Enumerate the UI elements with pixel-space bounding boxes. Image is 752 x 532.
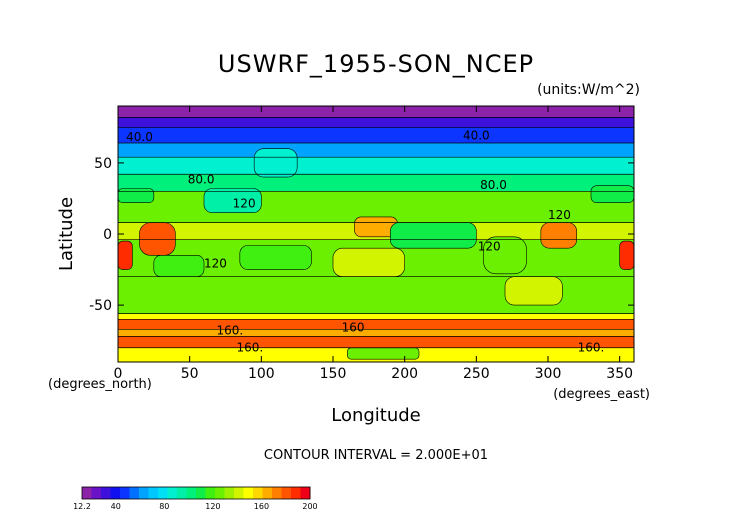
patch-1 (117, 240, 133, 270)
x-tick-label: 100 (248, 366, 275, 382)
lat-band-12 (118, 329, 634, 337)
colorbar-bin (158, 487, 168, 499)
colorbar-bin (262, 487, 273, 499)
patch-0 (139, 222, 176, 256)
y-tick-label: 0 (103, 227, 112, 243)
colorbar-bin (253, 487, 263, 499)
colorbar-bin (82, 487, 92, 499)
patch-7 (153, 255, 205, 277)
y-tick-label: -50 (89, 298, 112, 314)
colorbar-bin (291, 487, 301, 499)
colorbar-bin (110, 487, 121, 499)
colorbar-bin (148, 487, 159, 499)
lat-band-1 (118, 117, 634, 128)
patch-15 (347, 347, 420, 360)
x-axis-label: Longitude (331, 405, 421, 426)
patch-13 (504, 276, 563, 306)
colorbar-labels: 12.2 40 80 120 160 200 (73, 502, 318, 511)
x-unit-label: (degrees_east) (553, 387, 650, 402)
y-axis-label: Latitude (56, 197, 77, 271)
x-tick-label: 150 (320, 366, 347, 382)
colorbar-bin (281, 487, 292, 499)
colorbar-bin (186, 487, 197, 499)
contour-label: 80.0 (480, 178, 507, 192)
colorbar-tick-label: 200 (302, 502, 317, 511)
colorbar-bin (167, 487, 178, 499)
lat-band-3 (118, 142, 634, 158)
colorbar-bin (215, 487, 225, 499)
colorbar-bin (300, 487, 311, 499)
contour-label: 120 (478, 239, 501, 253)
patch-5 (483, 236, 527, 275)
colorbar (81, 486, 311, 500)
contour-label: 160. (216, 323, 243, 337)
lat-band-13 (118, 336, 634, 348)
colorbar-bin (243, 487, 254, 499)
chart-title: USWRF_1955-SON_NCEP (218, 50, 534, 78)
colorbar-bin (196, 487, 206, 499)
colorbar-min-label: 12.2 (73, 502, 91, 511)
plot-area (117, 106, 635, 362)
y-unit-label: (degrees_north) (48, 377, 152, 392)
lat-band-0 (118, 106, 634, 118)
patch-11 (590, 185, 635, 204)
colorbar-tick-label: 80 (159, 502, 169, 511)
colorbar-bin (101, 487, 111, 499)
y-tick-label: 50 (94, 156, 112, 172)
colorbar-bin (205, 487, 216, 499)
contour-labels: 40.0 40.0 80.0 80.0 120 120 120 120 160. 160 160. 1… (126, 128, 604, 354)
patch-6 (390, 222, 477, 249)
patch-4 (540, 222, 577, 249)
x-tick-label: 300 (535, 366, 562, 382)
lat-band-11 (118, 319, 634, 330)
lat-band-4 (118, 157, 634, 175)
x-tick-label: 0 (114, 366, 123, 382)
colorbar-bin (272, 487, 282, 499)
colorbar-bin (177, 487, 187, 499)
patch-10 (253, 148, 298, 178)
contour-label: 160 (342, 320, 365, 334)
contour-label: 160. (578, 340, 605, 354)
y-axis-ticks: -50 0 50 (89, 156, 634, 314)
x-axis-ticks: 0 50 100 150 200 250 300 350 (114, 106, 633, 382)
x-tick-label: 250 (463, 366, 490, 382)
x-tick-label: 50 (181, 366, 199, 382)
contour-label: 160. (237, 340, 264, 354)
x-tick-label: 200 (391, 366, 418, 382)
colorbar-frame (81, 486, 311, 500)
patch-2 (619, 240, 635, 270)
x-tick-label: 350 (606, 366, 633, 382)
colorbar-tick-label: 160 (254, 502, 269, 511)
lat-band-10 (118, 313, 634, 320)
contour-label: 120 (204, 256, 227, 270)
colorbar-tick-label: 40 (111, 502, 121, 511)
colorbar-bin (139, 487, 149, 499)
contour-label: 120 (233, 197, 256, 211)
colorbar-bin (120, 487, 130, 499)
patch-12 (117, 188, 155, 204)
contour-label: 120 (548, 208, 571, 222)
contour-label: 80.0 (188, 173, 215, 187)
contour-interval-text: CONTOUR INTERVAL = 2.000E+01 (264, 448, 488, 463)
colorbar-bin (91, 487, 102, 499)
contour-label: 40.0 (126, 130, 153, 144)
lat-band-2 (118, 127, 634, 143)
patch-9 (203, 188, 262, 213)
colorbar-bin (129, 487, 140, 499)
units-label: (units:W/m^2) (537, 82, 640, 98)
colorbar-tick-label: 120 (205, 502, 220, 511)
contour-label: 40.0 (463, 128, 490, 142)
lat-band-5 (118, 174, 634, 192)
colorbar-bin (224, 487, 235, 499)
colorbar-bin (234, 487, 244, 499)
patch-14 (332, 247, 405, 277)
patch-8 (239, 245, 312, 270)
